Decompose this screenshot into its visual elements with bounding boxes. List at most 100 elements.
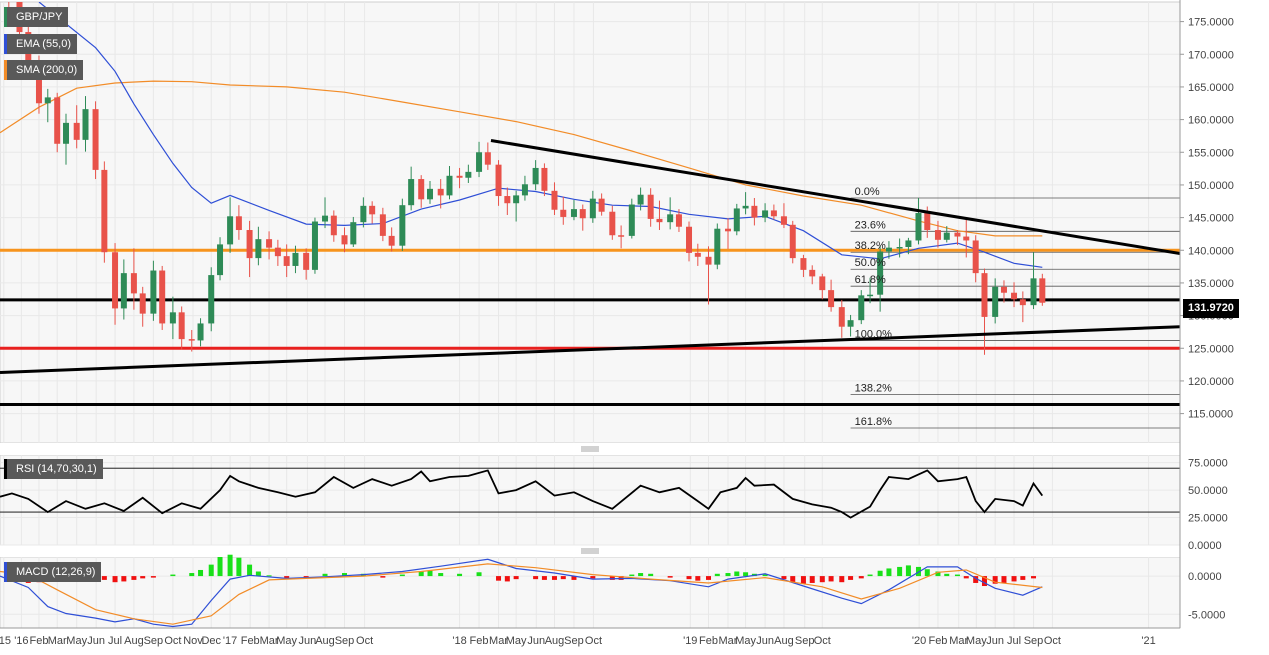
x-tick-label: Jun [986,635,1004,647]
x-tick-label: Sep [144,635,164,647]
candle-body [513,195,520,204]
x-tick-label: '16 [14,635,28,647]
candle-body [178,312,185,340]
macd-histogram-bar [560,576,566,580]
candle-body [63,122,70,144]
macd-histogram-bar [131,576,137,580]
x-tick-label: May [66,635,87,647]
candle-body [484,152,491,165]
macd-histogram-bar [790,576,796,583]
macd-histogram-bar [303,576,309,578]
macd-histogram-bar [342,573,348,577]
legend-swatch-ema [4,34,7,54]
macd-histogram-bar [150,576,156,578]
candle-body [54,97,61,144]
rsi-y-tick-label: 0.0000 [1188,540,1222,552]
candle-body [675,214,682,227]
legend-rsi[interactable]: RSI (14,70,30,1) [4,459,103,479]
x-tick-label: Aug [124,635,144,647]
macd-histogram-bar [236,557,242,577]
x-tick-label: May [735,635,756,647]
macd-histogram-bar [590,576,596,579]
macd-histogram-bar [706,576,712,580]
macd-histogram-bar [973,576,979,583]
macd-histogram-bar [897,566,903,577]
candle-body [504,196,511,204]
candle-body [130,273,137,294]
candle-body [217,244,224,276]
candle-body [742,205,749,209]
macd-histogram-bar [629,574,635,577]
rsi-y-tick-label: 50.0000 [1188,485,1228,497]
fib-level-label: 161.8% [855,416,893,428]
candle-body [789,224,796,259]
candle-body [934,230,941,240]
macd-histogram-bar [399,574,405,577]
candle-body [800,258,807,270]
y-tick-label: 135.0000 [1188,278,1234,290]
candle-body [972,240,979,274]
macd-y-tick-label: 0.0000 [1188,571,1222,583]
x-tick-label: Jun [299,635,317,647]
macd-histogram-bar [227,554,233,577]
macd-histogram-bar [496,576,502,581]
x-tick-label: Oct [585,635,602,647]
candle-body [1039,278,1046,303]
candle-body [905,240,912,247]
x-tick-label: Feb [241,635,260,647]
x-tick-label: Jun [87,635,105,647]
y-tick-label: 140.0000 [1188,245,1234,257]
macd-histogram-bar [867,574,873,577]
macd-histogram-bar [714,573,720,577]
candle-body [495,164,502,197]
macd-histogram-bar [541,576,547,580]
macd-y-tick-label: -5.0000 [1188,609,1225,621]
macd-histogram-bar [809,576,815,583]
x-tick-label: Feb [928,635,947,647]
candle-body [541,167,548,191]
trendline-rising-support [0,325,1180,374]
candle-body [809,269,816,277]
trendline-falling-resistance [490,139,1180,256]
candle-body [885,247,892,252]
candle-body [197,323,204,341]
macd-histogram-bar [725,573,731,577]
candle-body [73,122,80,140]
macd-histogram-bar [800,576,806,584]
legend-gbpjpy[interactable]: GBP/JPY [4,7,69,27]
macd-histogram-bar [189,573,195,577]
legend-ema[interactable]: EMA (55,0) [4,34,78,54]
candle-body [292,252,299,266]
macd-histogram-bar [638,573,644,577]
candle-body [330,215,337,236]
x-tick-label: Mar [48,635,67,647]
candle-body [598,198,605,212]
candle-body [877,251,884,295]
x-tick-label: May [276,635,297,647]
candle-body [858,295,865,321]
macd-histogram-bar [762,574,768,577]
candle-body [656,218,663,223]
x-tick-label: Aug [545,635,565,647]
fib-level-label: 61.8% [855,274,886,286]
candle-body [101,169,108,253]
candle-body [283,256,290,266]
macd-histogram-bar [418,571,424,577]
candle-body [227,216,234,245]
x-tick-label: '19 [683,635,697,647]
candle-body [560,209,567,217]
candle-body [1011,292,1018,300]
candle-body [1019,299,1026,306]
price-plot [0,2,1180,429]
y-tick-label: 120.0000 [1188,376,1234,388]
legend-macd[interactable]: MACD (12,26,9) [4,562,102,582]
y-tick-label: 150.0000 [1188,180,1234,192]
candle-body [686,226,693,253]
candle-body [579,209,586,219]
macd-histogram-bar [954,574,960,577]
x-tick-label: Feb [29,635,48,647]
legend-label-price: GBP/JPY [16,11,63,23]
legend-sma[interactable]: SMA (200,0) [4,60,84,80]
candle-body [637,194,644,205]
